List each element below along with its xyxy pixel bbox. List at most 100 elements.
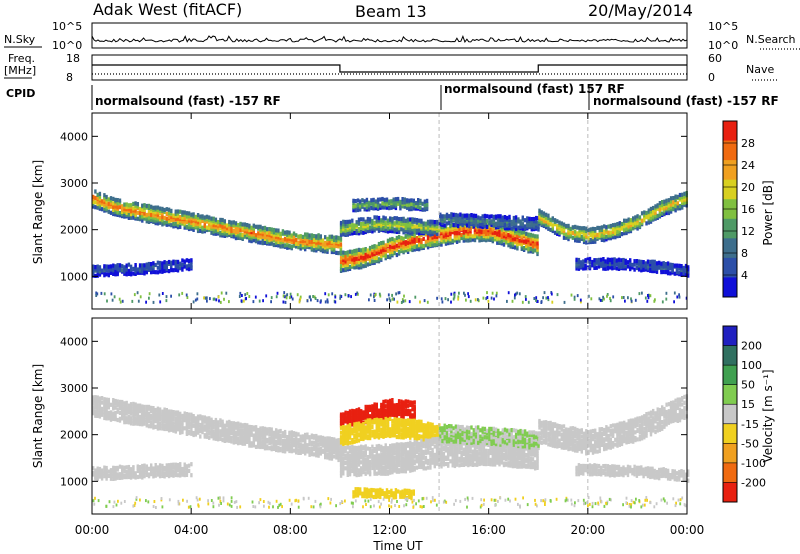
heatmap-cell [114, 272, 117, 277]
heatmap-cell [652, 205, 655, 211]
heatmap-cell [339, 418, 343, 424]
heatmap-cell [400, 227, 403, 232]
heatmap-cell [259, 227, 262, 232]
heatmap-cell [411, 407, 414, 412]
heatmap-cell [462, 238, 465, 243]
heatmap-cell [560, 228, 563, 233]
heatmap-cell [395, 292, 397, 296]
heatmap-cell [317, 435, 320, 440]
heatmap-cell [364, 447, 367, 452]
heatmap-cell [380, 467, 383, 472]
heatmap-cell [150, 405, 153, 410]
heatmap-cell [440, 242, 443, 247]
heatmap-cell [107, 201, 110, 206]
heatmap-cell [277, 228, 280, 233]
heatmap-cell [460, 226, 463, 231]
heatmap-cell [531, 233, 535, 238]
nsearch-tick-bottom: 10^0 [708, 39, 738, 52]
heatmap-cell [392, 197, 395, 202]
heatmap-cell [218, 299, 220, 303]
heatmap-cell [409, 425, 412, 430]
heatmap-cell [242, 299, 245, 303]
heatmap-cell [257, 427, 260, 433]
heatmap-cell [355, 445, 358, 451]
heatmap-cell [339, 452, 343, 457]
heatmap-cell [409, 221, 412, 226]
heatmap-cell [295, 233, 298, 238]
heatmap-cell [603, 229, 606, 234]
heatmap-cell [393, 238, 396, 243]
colorbar-tick-label: 8 [741, 247, 748, 260]
heatmap-cell [535, 219, 538, 224]
heatmap-cell [469, 229, 472, 234]
heatmap-cell [397, 241, 401, 247]
heatmap-cell [395, 442, 399, 447]
heatmap-cell [402, 428, 405, 433]
heatmap-cell [582, 231, 586, 236]
heatmap-cell [364, 425, 367, 430]
heatmap-cell [653, 269, 656, 274]
heatmap-cell [377, 218, 381, 223]
heatmap-cell [388, 297, 391, 301]
heatmap-cell [660, 265, 663, 271]
heatmap-cell [172, 424, 175, 429]
heatmap-cell [406, 403, 410, 408]
heatmap-cell [310, 433, 314, 438]
heatmap-cell [368, 217, 372, 222]
heatmap-cell [567, 228, 570, 233]
heatmap-cell [646, 259, 650, 264]
heatmap-cell [118, 416, 122, 421]
heatmap-cell [362, 230, 365, 235]
heatmap-cell [441, 214, 444, 219]
heatmap-cell [431, 422, 434, 427]
heatmap-cell [382, 419, 385, 424]
heatmap-cell [239, 430, 242, 435]
heatmap-cell [112, 398, 115, 403]
heatmap-cell [348, 254, 352, 259]
heatmap-cell [607, 232, 610, 237]
heatmap-cell [489, 237, 492, 242]
heatmap-cell [400, 418, 403, 423]
heatmap-cell [228, 423, 231, 428]
heatmap-cell [514, 245, 517, 250]
heatmap-cell [132, 401, 135, 406]
heatmap-cell [496, 240, 499, 245]
heatmap-cell [669, 202, 673, 207]
heatmap-cell [527, 238, 530, 243]
heatmap-cell [181, 258, 184, 263]
heatmap-cell [281, 238, 285, 243]
heatmap-cell [116, 417, 119, 423]
heatmap-cell [161, 206, 164, 211]
heatmap-cell [493, 233, 497, 238]
heatmap-cell [521, 300, 524, 304]
heatmap-cell [522, 239, 526, 244]
heatmap-cell [678, 263, 681, 268]
heatmap-cell [479, 224, 482, 229]
heatmap-cell [295, 241, 298, 246]
heatmap-cell [288, 239, 291, 244]
heatmap-cell [360, 265, 363, 270]
heatmap-cell [237, 436, 240, 441]
heatmap-cell [342, 232, 345, 237]
heatmap-cell [444, 227, 448, 232]
heatmap-cell [304, 437, 307, 442]
heatmap-cell [519, 224, 522, 230]
heatmap-cell [330, 448, 334, 453]
heatmap-cell [266, 427, 269, 432]
heatmap-cell [467, 228, 470, 233]
heatmap-cell [429, 221, 432, 227]
heatmap-cell [389, 433, 392, 439]
heatmap-cell [576, 238, 579, 243]
heatmap-cell [375, 461, 378, 466]
heatmap-cell [371, 408, 374, 413]
heatmap-cell [413, 236, 416, 242]
heatmap-cell [348, 445, 352, 450]
heatmap-cell [425, 198, 429, 203]
heatmap-cell [542, 211, 546, 216]
heatmap-cell [127, 262, 131, 267]
heatmap-cell [487, 237, 490, 242]
heatmap-cell [511, 230, 515, 235]
heatmap-cell [351, 264, 354, 269]
heatmap-cell [187, 429, 191, 434]
heatmap-cell [373, 454, 376, 459]
